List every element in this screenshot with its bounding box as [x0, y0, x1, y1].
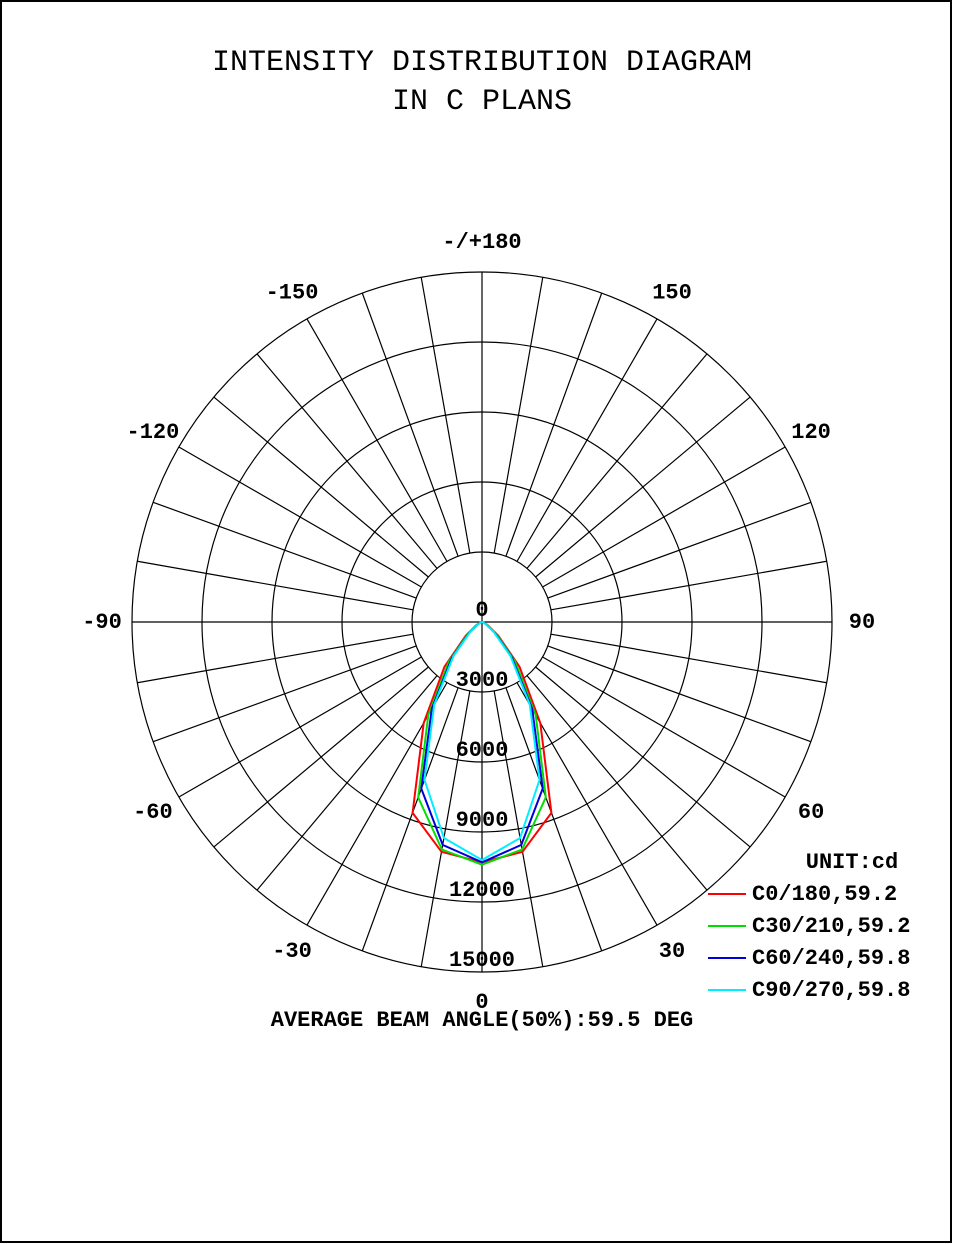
theta-tick-label: -60 — [133, 800, 173, 825]
legend-label: C0/180,59.2 — [752, 882, 897, 907]
footer: AVERAGE BEAM ANGLE(50%):59.5 DEG — [271, 1008, 693, 1033]
theta-tick-label: 0 — [475, 990, 488, 1015]
ring — [201, 341, 763, 903]
r-tick-label: 0 — [475, 598, 488, 623]
theta-tick-label: 120 — [791, 420, 831, 445]
r-tick-label: 15000 — [449, 948, 515, 973]
unit-label: UNIT:cd — [806, 850, 898, 875]
theta-tick-label: 30 — [659, 939, 685, 964]
theta-tick-label: -90 — [82, 610, 122, 635]
chart-title: INTENSITY DISTRIBUTION DIAGRAM — [212, 46, 752, 80]
ring — [341, 481, 623, 763]
ring — [271, 411, 693, 833]
chart-subtitle: IN C PLANS — [392, 85, 572, 119]
legend-label: C90/270,59.8 — [752, 978, 910, 1003]
r-tick-label: 9000 — [456, 808, 509, 833]
ring — [131, 271, 833, 973]
intensity-curve — [423, 620, 541, 862]
ring — [411, 551, 553, 693]
theta-tick-label: 60 — [798, 800, 824, 825]
legend-label: C60/240,59.8 — [752, 946, 910, 971]
theta-tick-label: -150 — [266, 281, 319, 306]
r-tick-label: 12000 — [449, 878, 515, 903]
r-tick-label: 6000 — [456, 738, 509, 763]
legend-label: C30/210,59.2 — [752, 914, 910, 939]
theta-tick-label: -30 — [272, 939, 312, 964]
theta-tick-label: 150 — [652, 281, 692, 306]
theta-tick-label: -/+180 — [442, 230, 521, 255]
r-tick-label: 3000 — [456, 668, 509, 693]
theta-tick-label: -120 — [127, 420, 180, 445]
theta-tick-label: 90 — [849, 610, 875, 635]
